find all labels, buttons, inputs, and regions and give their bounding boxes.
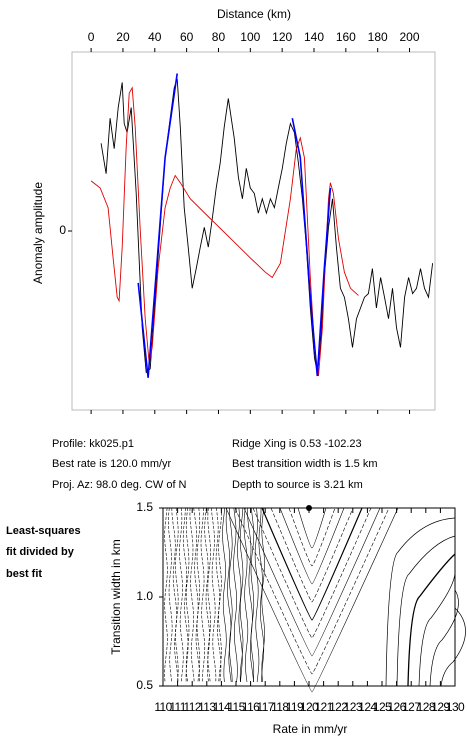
- contour-line: [258, 508, 265, 682]
- x-tick-label: 200: [400, 30, 420, 44]
- contour-line: [250, 507, 255, 683]
- x-tick-label: 130: [446, 700, 465, 714]
- contour-line: [396, 535, 456, 687]
- contour-line: [418, 571, 456, 687]
- contour-line: [215, 507, 222, 683]
- contour-line: [297, 507, 327, 549]
- x-tick-label: 118: [271, 700, 289, 714]
- x-axis-title: Distance (km): [217, 7, 291, 21]
- y-tick-label: 0.5: [136, 678, 153, 692]
- contour-line: [193, 507, 200, 683]
- x-tick-label: 140: [304, 30, 324, 44]
- contour-line: [247, 508, 254, 683]
- x-tick-label: 120: [300, 700, 319, 714]
- x-tick-label: 114: [213, 700, 231, 714]
- contour-line: [229, 507, 233, 683]
- contour-line: [243, 507, 249, 683]
- contour-line: [261, 507, 363, 621]
- contour-line: [182, 507, 189, 683]
- info-text: Proj. Az: 98.0 deg. CW of N: [52, 479, 187, 491]
- y-tick-label: 0: [59, 223, 66, 237]
- contour-line: [254, 507, 260, 683]
- contour-line: [168, 507, 173, 683]
- x-tick-label: 116: [242, 700, 260, 714]
- contour-line: [279, 507, 345, 585]
- contour-line: [218, 507, 222, 683]
- contour-line: [234, 507, 390, 675]
- contour-line: [233, 507, 238, 683]
- x-tick-label: 113: [198, 700, 216, 714]
- x-tick-label: 121: [314, 700, 333, 714]
- contour-line: [179, 507, 184, 683]
- contour-line: [407, 553, 456, 687]
- y-axis-title: Anomaly amplitude: [31, 182, 45, 284]
- x-tick-label: 119: [286, 700, 304, 714]
- x-tick-label: 127: [402, 700, 421, 714]
- data-line: [137, 73, 178, 378]
- side-note: Least-squares: [6, 525, 81, 537]
- contour-line: [239, 507, 244, 683]
- x-tick-label: 122: [329, 700, 348, 714]
- contour-line: [252, 507, 372, 639]
- x-axis-title: Rate in mm/yr: [273, 722, 348, 736]
- x-tick-label: 100: [240, 30, 260, 44]
- contour-line: [196, 507, 201, 683]
- y-tick-label: 1.0: [136, 589, 153, 603]
- x-tick-label: 112: [184, 700, 202, 714]
- contour-line: [207, 507, 211, 683]
- y-axis-title: Transition width in km: [109, 539, 123, 655]
- x-tick-label: 128: [417, 700, 436, 714]
- contour-line: [440, 607, 466, 687]
- y-tick-label: 1.5: [136, 500, 153, 514]
- x-tick-label: 124: [358, 700, 377, 714]
- contour-line: [225, 507, 399, 693]
- contour-line: [171, 507, 179, 683]
- x-tick-label: 126: [387, 700, 406, 714]
- contour-line: [185, 507, 190, 683]
- x-tick-label: 117: [257, 700, 275, 714]
- contour-line: [225, 507, 232, 683]
- x-tick-label: 20: [116, 30, 130, 44]
- plot-frame: [71, 51, 436, 411]
- contour-line: [175, 507, 179, 683]
- x-tick-label: 111: [169, 700, 186, 714]
- x-tick-label: 110: [154, 700, 172, 714]
- info-text: Best transition width is 1.5 km: [232, 458, 378, 470]
- x-tick-label: 80: [212, 30, 226, 44]
- x-tick-label: 115: [227, 700, 245, 714]
- contour-line: [288, 507, 336, 567]
- contour-line: [189, 507, 195, 683]
- contour-line: [222, 507, 227, 683]
- contour-line: [200, 507, 206, 683]
- contour-line: [243, 507, 381, 657]
- contour-line: [211, 507, 217, 683]
- info-text: Profile: kk025.p1: [52, 438, 134, 450]
- x-tick-label: 0: [88, 30, 95, 44]
- info-text: Ridge Xing is 0.53 -102.23: [232, 438, 362, 450]
- data-line: [90, 86, 359, 377]
- info-text: Depth to source is 3.21 km: [232, 479, 363, 491]
- x-tick-label: 160: [336, 30, 356, 44]
- data-line: [100, 78, 434, 374]
- info-text: Best rate is 120.0 mm/yr: [52, 458, 172, 470]
- x-tick-label: 125: [373, 700, 392, 714]
- x-tick-label: 60: [180, 30, 194, 44]
- best-fit-point: [306, 505, 312, 511]
- x-tick-label: 120: [272, 30, 292, 44]
- x-tick-label: 123: [344, 700, 363, 714]
- x-tick-label: 180: [368, 30, 388, 44]
- contour-line: [261, 507, 265, 683]
- data-line: [291, 118, 332, 377]
- side-note: best fit: [6, 568, 42, 580]
- contour-line: [204, 507, 210, 683]
- x-tick-label: 129: [431, 700, 450, 714]
- contour-line: [164, 507, 168, 683]
- side-note: fit divided by: [6, 546, 75, 558]
- x-tick-label: 40: [148, 30, 162, 44]
- contour-line: [385, 517, 456, 687]
- contour-line: [270, 507, 354, 603]
- contour-line: [429, 589, 459, 687]
